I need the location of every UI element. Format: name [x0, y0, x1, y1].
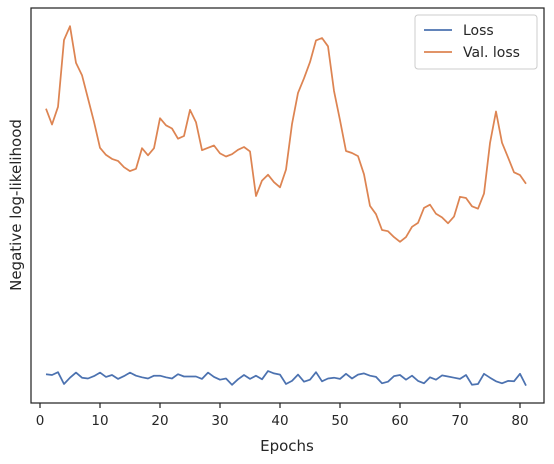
legend-box: [414, 14, 538, 70]
x-tick-label: 50: [331, 413, 348, 429]
x-tick-label: 60: [391, 413, 408, 429]
x-axis-label: Epochs: [260, 437, 314, 455]
x-tick-label: 0: [36, 413, 45, 429]
x-tick-label: 70: [451, 413, 468, 429]
legend-label-val-loss: Val. loss: [463, 45, 520, 61]
x-tick-label: 20: [151, 413, 168, 429]
x-tick-label: 30: [211, 413, 228, 429]
series-layer: [45, 25, 527, 386]
y-axis-label: Negative log-likelihood: [7, 119, 25, 291]
plot-background: [31, 8, 544, 403]
x-tick-label: 10: [91, 413, 108, 429]
series-line-val-loss: [45, 25, 527, 243]
legend: Loss Val. loss: [414, 14, 538, 70]
legend-label-loss: Loss: [463, 23, 494, 39]
plot-frame: [30, 7, 545, 404]
series-line-loss: [45, 370, 527, 386]
x-tick-layer: 0 10 20 30 40 50 60 70 80: [36, 403, 529, 429]
x-tick-label: 80: [511, 413, 528, 429]
x-tick-label: 40: [271, 413, 288, 429]
